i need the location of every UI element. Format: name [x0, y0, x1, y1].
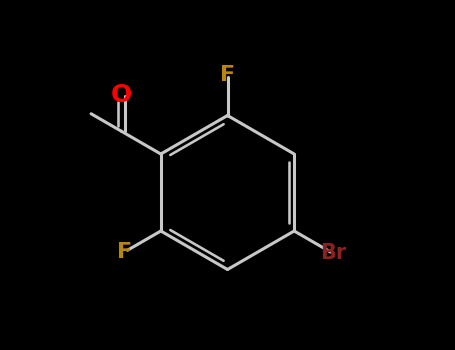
Text: F: F	[220, 65, 235, 85]
Text: Br: Br	[320, 243, 346, 264]
Text: F: F	[117, 241, 132, 262]
Text: O: O	[111, 83, 132, 106]
